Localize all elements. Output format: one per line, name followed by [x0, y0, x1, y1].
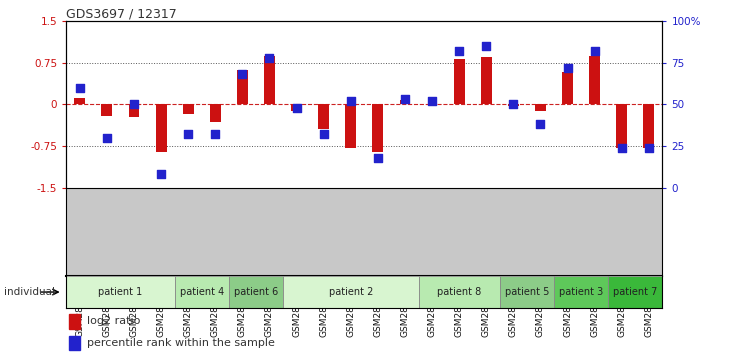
Bar: [400, 100, 411, 104]
Bar: [237, 70, 248, 104]
Bar: [69, 314, 80, 329]
Bar: [500, 276, 554, 308]
Bar: [453, 59, 464, 104]
Bar: [69, 336, 80, 350]
Bar: [508, 104, 519, 105]
Bar: [554, 276, 608, 308]
Bar: [66, 276, 174, 308]
Point: [562, 65, 573, 71]
Bar: [264, 56, 275, 104]
Point: [399, 97, 411, 102]
Point: [263, 55, 275, 61]
Point: [372, 155, 383, 160]
Point: [183, 132, 194, 137]
Point: [74, 85, 85, 91]
Point: [155, 171, 167, 177]
Bar: [562, 72, 573, 104]
Text: patient 7: patient 7: [613, 287, 657, 297]
Bar: [129, 104, 139, 116]
Text: patient 2: patient 2: [328, 287, 373, 297]
Bar: [291, 104, 302, 111]
Point: [318, 132, 330, 137]
Text: GDS3697 / 12317: GDS3697 / 12317: [66, 7, 177, 20]
Bar: [183, 104, 194, 114]
Point: [481, 44, 492, 49]
Bar: [229, 276, 283, 308]
Text: percentile rank within the sample: percentile rank within the sample: [87, 338, 275, 348]
Point: [643, 145, 655, 150]
Text: patient 6: patient 6: [234, 287, 278, 297]
Point: [534, 121, 546, 127]
Bar: [174, 276, 229, 308]
Bar: [155, 104, 166, 152]
Text: log2 ratio: log2 ratio: [87, 316, 141, 326]
Point: [426, 98, 438, 104]
Point: [616, 145, 628, 150]
Bar: [419, 276, 500, 308]
Bar: [372, 104, 383, 152]
Bar: [590, 56, 600, 104]
Text: patient 4: patient 4: [180, 287, 224, 297]
Point: [589, 48, 601, 54]
Point: [101, 135, 113, 141]
Point: [453, 48, 465, 54]
Point: [128, 102, 140, 107]
Point: [236, 72, 248, 77]
Text: patient 1: patient 1: [99, 287, 143, 297]
Bar: [318, 104, 329, 130]
Bar: [616, 104, 627, 148]
Bar: [74, 98, 85, 104]
Bar: [345, 104, 356, 148]
Point: [291, 105, 302, 110]
Text: patient 8: patient 8: [437, 287, 481, 297]
Bar: [481, 57, 492, 104]
Bar: [535, 104, 546, 111]
Bar: [608, 276, 662, 308]
Text: individual: individual: [4, 287, 54, 297]
Bar: [643, 104, 654, 148]
Bar: [210, 104, 221, 122]
Bar: [102, 104, 113, 115]
Point: [209, 132, 221, 137]
Text: patient 3: patient 3: [559, 287, 604, 297]
Point: [508, 102, 520, 107]
Bar: [283, 276, 419, 308]
Point: [345, 98, 357, 104]
Text: patient 5: patient 5: [505, 287, 549, 297]
